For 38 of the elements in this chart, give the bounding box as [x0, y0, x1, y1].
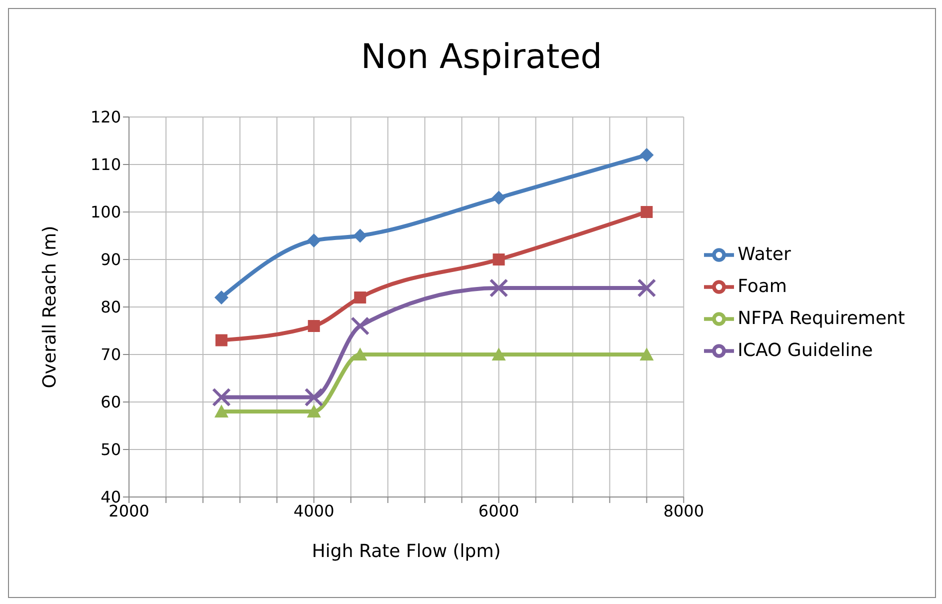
- x-tick-label: 8000: [663, 501, 704, 520]
- x-axis-title: High Rate Flow (lpm): [312, 541, 501, 562]
- y-tick-label: 110: [90, 155, 121, 174]
- point: [353, 228, 368, 243]
- point: [492, 190, 506, 205]
- chart-title: Non Aspirated: [360, 37, 604, 77]
- point: [212, 388, 231, 407]
- point: [214, 404, 228, 418]
- y-axis-title: Overall Reach (m): [39, 226, 60, 388]
- point: [492, 254, 505, 266]
- y-tick-label: 50: [100, 440, 121, 460]
- y-tick-label: 60: [100, 392, 121, 412]
- y-tick-label: 80: [100, 298, 121, 317]
- point: [214, 290, 228, 304]
- point: [304, 388, 324, 407]
- point: [489, 278, 508, 298]
- point: [354, 292, 366, 304]
- point: [492, 348, 506, 360]
- point: [306, 234, 321, 248]
- legend-label: Water: [738, 244, 791, 265]
- point: [215, 334, 228, 346]
- point: [350, 316, 370, 336]
- legend-label: ICAO Guideline: [738, 340, 873, 361]
- legend-label: Foam: [738, 276, 787, 297]
- point: [306, 404, 321, 418]
- point: [353, 348, 368, 360]
- point: [308, 320, 320, 332]
- point: [637, 278, 656, 298]
- y-tick-label: 120: [90, 108, 121, 127]
- x-tick-label: 4000: [294, 501, 334, 520]
- point: [640, 206, 653, 218]
- y-tick-label: 100: [90, 202, 121, 222]
- point: [640, 348, 654, 360]
- x-tick-label: 6000: [478, 501, 520, 520]
- legend-label: NFPA Requirement: [738, 308, 905, 329]
- y-tick-label: 70: [100, 345, 121, 364]
- y-tick-label: 90: [100, 250, 121, 270]
- point: [640, 148, 654, 162]
